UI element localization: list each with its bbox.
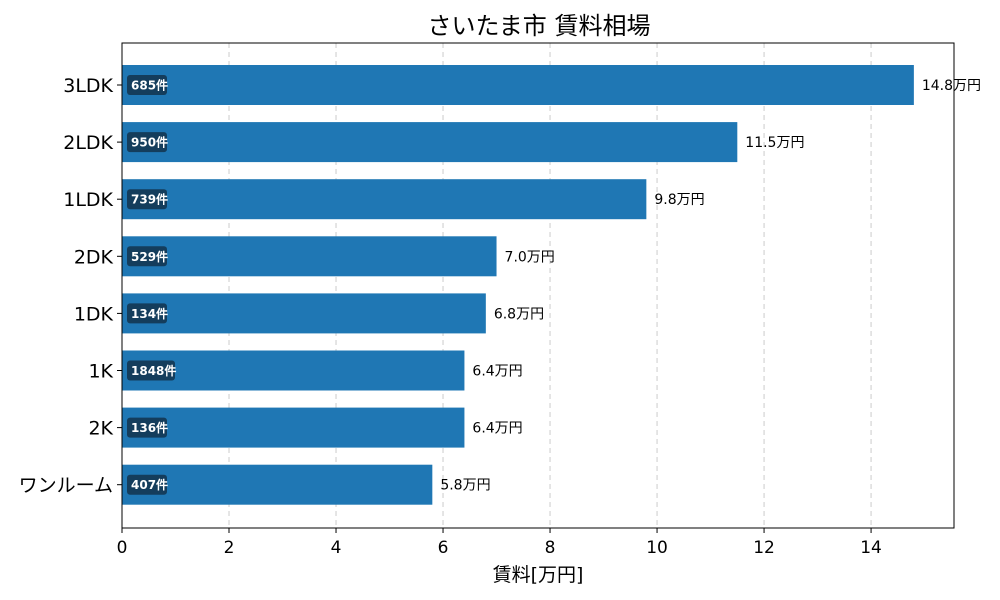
count-label: 134件 bbox=[131, 306, 168, 321]
bar bbox=[122, 65, 914, 105]
labels: 685件 14.8万円 950件 11.5万円 739件 9.8万円 529件 7.0万円 13… bbox=[127, 75, 981, 495]
x-tick-label: 0 bbox=[117, 538, 128, 558]
x-tick-label: 4 bbox=[331, 538, 342, 558]
bar bbox=[122, 179, 647, 220]
value-label: 14.8万円 bbox=[922, 78, 981, 94]
count-badge bbox=[127, 189, 167, 210]
x-tick-label: 12 bbox=[753, 538, 775, 558]
count-label: 529件 bbox=[131, 249, 168, 264]
bars bbox=[122, 65, 914, 505]
bar bbox=[122, 407, 465, 448]
x-tick-label: 14 bbox=[860, 538, 882, 558]
count-badge bbox=[127, 75, 167, 95]
bar bbox=[122, 122, 738, 163]
count-label: 1848件 bbox=[131, 363, 176, 378]
y-tick-label: 2LDK bbox=[63, 132, 113, 154]
count-badge bbox=[127, 132, 167, 153]
x-tick-label: 10 bbox=[646, 538, 668, 558]
x-tick-label: 6 bbox=[438, 538, 449, 558]
bar bbox=[122, 236, 497, 277]
value-label: 9.8万円 bbox=[654, 192, 704, 208]
y-tick-label: 1LDK bbox=[63, 189, 113, 211]
count-badge bbox=[127, 303, 167, 324]
count-label: 136件 bbox=[131, 420, 168, 435]
y-tick-label: 1K bbox=[88, 361, 113, 383]
value-label: 6.4万円 bbox=[472, 364, 522, 380]
value-label: 6.8万円 bbox=[494, 306, 544, 322]
x-axis: 0 2 4 6 8 10 12 14 bbox=[117, 528, 882, 558]
value-label: 11.5万円 bbox=[745, 135, 804, 151]
y-tick-label: ワンルーム bbox=[19, 475, 113, 497]
y-tick-label: 1DK bbox=[74, 303, 114, 325]
bar bbox=[122, 464, 433, 505]
count-label: 685件 bbox=[131, 78, 168, 93]
x-tick-label: 8 bbox=[545, 538, 556, 558]
x-axis-label: 賃料[万円] bbox=[493, 564, 584, 586]
count-badge bbox=[127, 360, 175, 381]
chart-title: さいたま市 賃料相場 bbox=[428, 12, 651, 40]
y-tick-label: 2K bbox=[88, 418, 113, 440]
value-label: 7.0万円 bbox=[505, 249, 555, 265]
bar bbox=[122, 293, 486, 334]
y-tick-label: 3LDK bbox=[63, 75, 113, 97]
count-label: 739件 bbox=[131, 192, 168, 207]
value-label: 5.8万円 bbox=[440, 478, 490, 494]
value-label: 6.4万円 bbox=[472, 421, 522, 437]
count-badge bbox=[127, 417, 167, 438]
count-label: 407件 bbox=[131, 477, 168, 492]
grid bbox=[228, 43, 872, 528]
count-badge bbox=[127, 474, 167, 495]
plot-frame bbox=[121, 42, 955, 529]
count-label: 950件 bbox=[131, 135, 168, 150]
y-axis: 3LDK 2LDK 1LDK 2DK 1DK 1K 2K ワンルーム bbox=[19, 75, 122, 497]
x-tick-label: 2 bbox=[224, 538, 235, 558]
y-tick-label: 2DK bbox=[74, 246, 114, 268]
bar bbox=[122, 350, 465, 391]
count-badge bbox=[127, 246, 167, 267]
